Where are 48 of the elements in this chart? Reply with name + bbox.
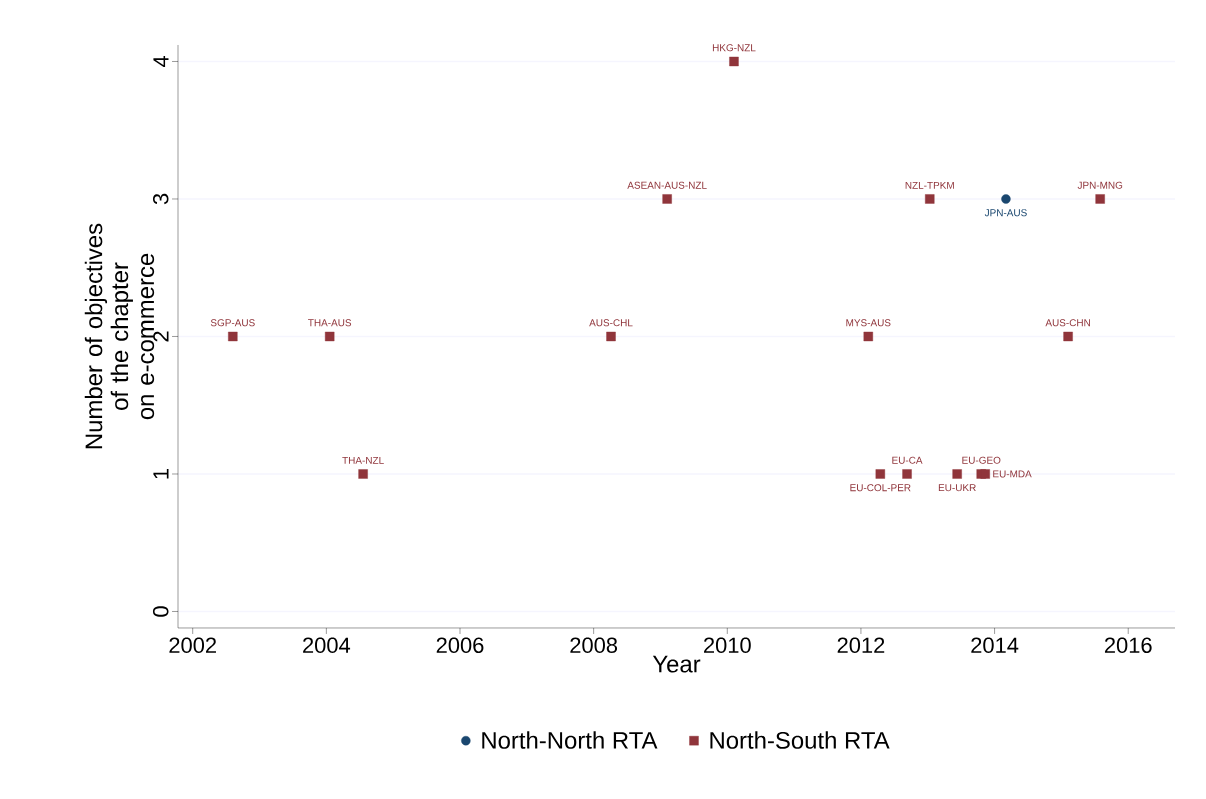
x-tick-label: 2006 (436, 637, 484, 654)
legend-label: North-North RTA (482, 731, 658, 749)
x-tick-label: 2002 (169, 637, 216, 654)
point (606, 331, 616, 342)
point (875, 469, 886, 479)
annotation: JPN-MNG (1077, 181, 1123, 189)
x-tick-label: 2008 (570, 637, 618, 654)
annotation: EU-MDA (993, 470, 1032, 478)
legend-label: North-South RTA (710, 731, 890, 749)
y-tick-label: 3 (152, 193, 169, 205)
y-tick-label: 2 (153, 331, 169, 342)
y-tick-label: 4 (153, 56, 169, 68)
point (925, 194, 935, 204)
x-axis-title: Year (652, 655, 701, 673)
point (1095, 194, 1105, 204)
annotation: MYS-AUS (846, 319, 891, 327)
annotation: EU-UKR (938, 484, 976, 492)
point (980, 469, 990, 479)
x-tick-label: 2016 (1104, 637, 1152, 654)
point (1063, 331, 1073, 342)
point (325, 331, 335, 342)
point (1001, 194, 1011, 204)
point (358, 469, 368, 479)
annotation: THA-NZL (342, 456, 384, 464)
point (662, 194, 672, 204)
annotation: NZL-TPKM (905, 181, 954, 189)
point (729, 56, 739, 67)
x-tick-label: 2010 (704, 637, 751, 654)
annotation: AUS-CHN (1045, 319, 1090, 327)
annotation: THA-AUS (308, 319, 352, 327)
annotation: JPN-AUS (984, 209, 1027, 217)
point (952, 469, 962, 479)
annotation: EU-COL-PER (850, 484, 911, 492)
annotation: SGP-AUS (210, 319, 255, 327)
y-tick-label: 1 (153, 468, 169, 479)
y-axis-title: Number of objectives of the chapter on e-commerce (84, 223, 155, 449)
annotation: EU-CA (892, 456, 923, 464)
x-tick-label: 2004 (303, 637, 351, 654)
point (863, 331, 873, 342)
point (228, 331, 238, 342)
x-tick-label: 2014 (971, 637, 1019, 654)
y-tick-label: 0 (152, 606, 169, 617)
annotation: EU-GEO (962, 456, 1001, 464)
annotation: HKG-NZL (712, 44, 756, 52)
annotation: AUS-CHL (589, 319, 633, 327)
x-tick-label: 2012 (837, 637, 885, 654)
annotation: ASEAN-AUS-NZL (627, 181, 707, 189)
point (902, 469, 912, 479)
